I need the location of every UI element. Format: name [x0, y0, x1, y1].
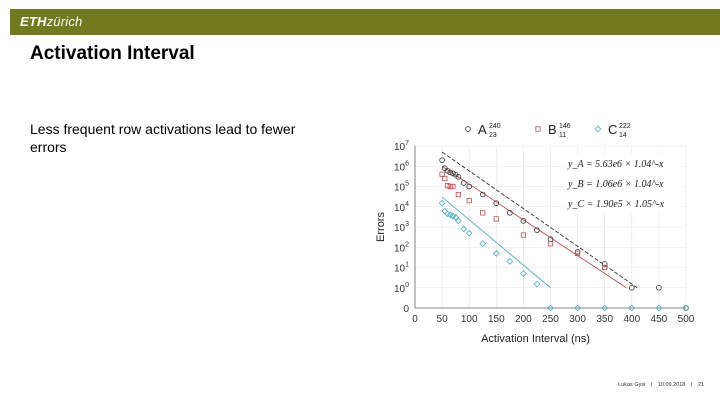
- data-point-a: [439, 157, 445, 163]
- data-point-c: [454, 217, 462, 225]
- data-point-c: [520, 270, 527, 277]
- y-tick-label: 106: [394, 160, 409, 173]
- fit-equation-b: y_B = 1.06e6 × 1.04^-x: [567, 179, 664, 190]
- data-point-c: [574, 304, 581, 312]
- data-point-b: [442, 175, 448, 182]
- data-point-a: [460, 180, 467, 186]
- fit-line-b: [441, 165, 627, 289]
- x-tick-label: 250: [542, 314, 559, 325]
- data-point-c: [533, 280, 541, 288]
- footer-separator: |: [690, 382, 693, 388]
- data-point-a: [534, 227, 540, 233]
- y-tick-label: 102: [394, 241, 409, 254]
- data-point-b: [493, 216, 499, 222]
- slide-title: Activation Interval: [30, 43, 195, 64]
- data-point-a: [493, 200, 500, 206]
- x-tick-label: 150: [488, 314, 505, 325]
- legend-label-c: C: [608, 122, 617, 137]
- title-divider: [22, 35, 700, 46]
- data-point-a: [479, 191, 486, 198]
- header-bar: ETHzürich: [0, 0, 720, 46]
- fit-equation-a: y_A = 5.63e6 × 1.04^-x: [567, 159, 664, 170]
- data-point-c: [452, 213, 460, 221]
- data-point-b: [447, 183, 453, 190]
- data-point-b: [602, 264, 608, 271]
- x-axis-label: Activation Interval (ns): [481, 333, 590, 345]
- data-point-c: [492, 249, 500, 257]
- y-tick-label: 107: [394, 140, 409, 153]
- fit-equation-c: y_C = 1.90e5 × 1.05^-x: [567, 199, 665, 210]
- data-point-a: [507, 210, 513, 216]
- legend-marker-b: [535, 126, 541, 132]
- x-tick-label: 350: [596, 314, 613, 325]
- data-point-b: [574, 250, 581, 256]
- footer-date: 10.09.2018: [657, 382, 686, 388]
- legend-subscript: 23: [489, 132, 497, 139]
- data-point-b: [466, 198, 472, 204]
- data-point-c: [628, 304, 636, 312]
- data-point-a: [455, 174, 462, 180]
- data-point-a: [450, 170, 456, 177]
- legend-label-b: B: [548, 122, 557, 137]
- y-tick-label: 100: [394, 282, 409, 295]
- slide-footer: Lukas Gysi | 10.09.2018 | 21: [614, 382, 704, 388]
- y-tick-label: 103: [394, 221, 409, 234]
- x-tick-label: 50: [437, 314, 449, 325]
- y-axis-label: Errors: [375, 212, 387, 242]
- slide-body-text: Less frequent row activations lead to fe…: [30, 121, 296, 155]
- data-point-c: [682, 304, 690, 312]
- x-tick-label: 100: [461, 314, 478, 325]
- legend-subscript: 14: [619, 132, 627, 139]
- fit-line-c: [441, 196, 551, 289]
- legend-marker-a: [465, 126, 471, 132]
- data-point-a: [447, 169, 454, 176]
- data-point-b: [439, 171, 445, 177]
- x-tick-label: 500: [678, 314, 695, 325]
- legend-superscript: 222: [619, 123, 631, 130]
- legend-superscript: 146: [559, 123, 571, 130]
- data-point-b: [480, 210, 486, 216]
- legend-label-a: A: [478, 122, 487, 137]
- data-point-c: [479, 240, 487, 248]
- data-point-c: [465, 229, 473, 237]
- footer-page-number: 21: [697, 382, 704, 388]
- x-tick-label: 450: [651, 314, 668, 325]
- legend-superscript: 240: [489, 123, 501, 130]
- data-point-a: [520, 218, 527, 224]
- x-tick-label: 400: [623, 314, 640, 325]
- data-point-a: [444, 167, 451, 174]
- equation-box: [564, 154, 682, 212]
- data-point-b: [450, 183, 456, 190]
- data-point-a: [628, 284, 635, 291]
- y-tick-label: 0: [403, 304, 409, 315]
- data-point-a: [601, 261, 608, 267]
- y-tick-label: 105: [394, 181, 409, 194]
- data-point-b: [520, 232, 526, 238]
- footer-separator: |: [650, 382, 653, 388]
- data-point-c: [446, 211, 454, 219]
- eth-logo: ETHzürich: [20, 14, 83, 29]
- data-point-c: [601, 304, 609, 312]
- y-tick-label: 101: [394, 262, 409, 275]
- x-tick-label: 0: [412, 314, 418, 325]
- data-point-b: [444, 183, 451, 189]
- data-point-c: [506, 258, 514, 265]
- activation-interval-chart: 0 50 100 150 200 250 300 350 400 450 500 0 100 101 102…: [375, 122, 695, 345]
- legend-subscript: 11: [559, 132, 566, 139]
- y-tick-label: 104: [394, 201, 409, 214]
- legend-marker-c: [594, 125, 602, 133]
- data-point-b: [547, 241, 554, 247]
- footer-author: Lukas Gysi: [618, 382, 646, 388]
- data-point-c: [655, 304, 663, 312]
- eth-brand-bar: [10, 9, 720, 35]
- data-point-b: [455, 191, 461, 198]
- data-point-a: [466, 183, 472, 190]
- data-point-c: [547, 304, 554, 312]
- x-tick-label: 300: [569, 314, 586, 325]
- data-point-c: [438, 199, 446, 207]
- x-tick-label: 200: [515, 314, 532, 325]
- data-point-a: [656, 284, 662, 291]
- data-point-c: [460, 225, 468, 233]
